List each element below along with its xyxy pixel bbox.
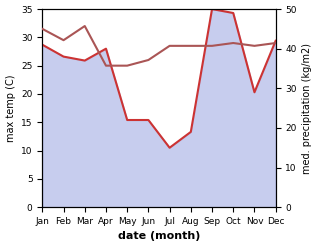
Y-axis label: max temp (C): max temp (C) [5,74,16,142]
X-axis label: date (month): date (month) [118,231,200,242]
Y-axis label: med. precipitation (kg/m2): med. precipitation (kg/m2) [302,43,313,174]
